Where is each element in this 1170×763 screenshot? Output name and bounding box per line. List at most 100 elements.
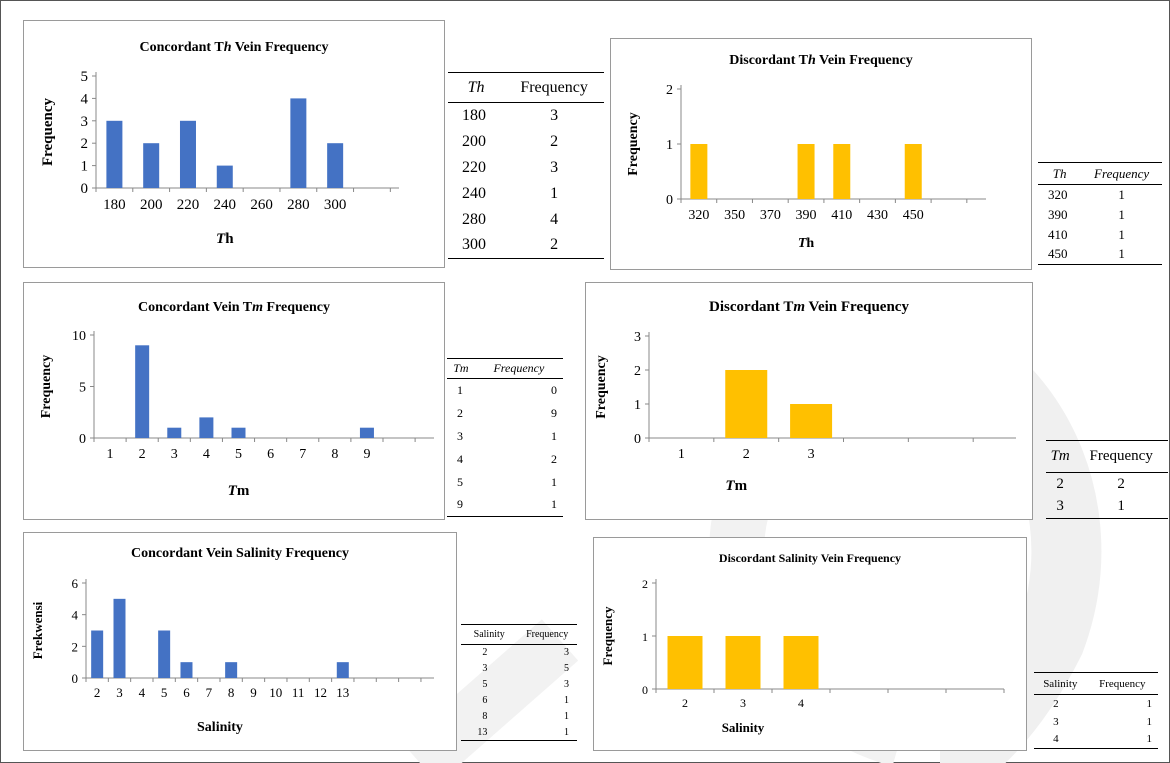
table-row: 220 3 — [448, 155, 604, 181]
table-header-cell: Tm — [447, 358, 475, 379]
y-tick-label: 0 — [79, 432, 86, 447]
table-cell: 1 — [1118, 186, 1125, 202]
x-tick-label: 280 — [287, 197, 310, 213]
bar — [113, 598, 126, 678]
bar — [783, 636, 819, 689]
x-tick-label: 8 — [331, 447, 338, 462]
y-tick-label: 6 — [72, 576, 79, 591]
x-tick-label: 2 — [743, 447, 750, 462]
table-cell: 1 — [1118, 226, 1125, 242]
table-cell: 2 — [1056, 475, 1064, 492]
x-tick-label: 9 — [250, 685, 257, 700]
table-row: 300 2 — [448, 233, 604, 259]
x-tick-label: 9 — [363, 447, 370, 462]
bar — [359, 427, 374, 438]
x-axis-label: Salinity — [197, 720, 243, 735]
bar — [180, 662, 193, 678]
bar — [106, 120, 123, 188]
table-row: 450 1 — [1038, 245, 1162, 265]
x-tick-label: 2 — [682, 696, 688, 710]
y-tick-label: 2 — [634, 364, 641, 379]
y-tick-label: 1 — [634, 398, 641, 413]
table-cell: 300 — [462, 236, 486, 254]
x-axis-label: Tm — [228, 483, 250, 499]
table-cell: 3 — [457, 428, 463, 443]
x-tick-label: 3 — [171, 447, 178, 462]
table-cell: 5 — [564, 663, 569, 674]
bar — [216, 165, 233, 188]
x-tick-label: 4 — [203, 447, 210, 462]
y-axis-label: Frequency — [626, 112, 641, 176]
table-discordant-salinity: Salinity Frequency 2 1 3 1 4 1 — [1034, 672, 1158, 749]
x-tick-label: 3 — [116, 685, 123, 700]
table-cell: 2 — [1117, 475, 1125, 492]
table-row: 240 1 — [448, 181, 604, 207]
x-tick-label: 370 — [760, 208, 781, 223]
x-tick-label: 200 — [140, 197, 163, 213]
table-header-cell: Th — [1038, 162, 1082, 185]
table-cell: 390 — [1048, 206, 1068, 222]
bar — [158, 630, 171, 678]
bar — [179, 120, 196, 188]
table-cell: 4 — [550, 210, 559, 228]
table-cell: 280 — [462, 210, 486, 228]
y-tick-label: 2 — [81, 136, 89, 152]
x-tick-label: 300 — [324, 197, 347, 213]
x-tick-label: 180 — [103, 197, 126, 213]
table-cell: 1 — [551, 428, 557, 443]
y-axis-label: Frequency — [40, 97, 56, 166]
x-tick-label: 12 — [314, 685, 327, 700]
y-tick-label: 3 — [634, 330, 641, 345]
table-cell: 1 — [550, 184, 559, 202]
x-axis-label: Th — [798, 236, 815, 251]
table-cell: 1 — [1117, 498, 1125, 515]
x-tick-label: 7 — [299, 447, 306, 462]
table-cell: 0 — [551, 382, 557, 397]
table-header-cell: Salinity — [1034, 672, 1087, 695]
table-row: 280 4 — [448, 207, 604, 233]
y-axis-label: Frequency — [600, 606, 615, 665]
table-cell: 240 — [462, 184, 486, 202]
table-cell: 8 — [482, 711, 488, 722]
chart-discordant-tm: Discordant Tm Vein Frequency Frequency Tm 0… — [585, 282, 1033, 520]
x-tick-label: 8 — [228, 685, 235, 700]
bar — [225, 662, 238, 678]
x-tick-label: 11 — [292, 685, 305, 700]
table-cell: 3 — [550, 106, 559, 124]
table-cell: 450 — [1048, 246, 1068, 262]
bar — [167, 427, 182, 438]
x-tick-label: 430 — [867, 208, 888, 223]
x-tick-label: 220 — [177, 197, 200, 213]
y-axis-label: Frekwensi — [30, 601, 45, 659]
y-tick-label: 1 — [642, 630, 648, 644]
bar — [904, 144, 922, 199]
table-concordant-tm: Tm Frequency 1 0 2 9 3 1 4 2 5 1 9 1 — [447, 358, 563, 517]
chart-title: Discordant Tm Vein Frequency — [709, 299, 909, 315]
x-tick-label: 240 — [214, 197, 237, 213]
bar — [231, 427, 246, 438]
x-axis-label: Tm — [725, 478, 747, 494]
table-cell: 2 — [457, 405, 463, 420]
y-tick-label: 0 — [81, 181, 89, 197]
bar — [833, 144, 851, 199]
x-tick-label: 4 — [798, 696, 804, 710]
x-tick-label: 5 — [161, 685, 168, 700]
table-cell: 1 — [551, 497, 557, 512]
table-header-cell: Frequency — [504, 72, 604, 103]
bar — [797, 144, 815, 199]
y-tick-label: 10 — [72, 329, 86, 344]
y-tick-label: 3 — [81, 114, 89, 130]
table-cell: 6 — [482, 695, 488, 706]
x-tick-label: 3 — [740, 696, 746, 710]
bar — [327, 143, 344, 188]
y-tick-label: 1 — [81, 159, 89, 175]
table-cell: 3 — [564, 647, 569, 659]
x-tick-label: 7 — [206, 685, 213, 700]
chart-concordant-tm: Concordant Vein Tm Frequency Frequency Tm 0… — [23, 282, 445, 520]
bar — [143, 143, 160, 188]
y-tick-label: 4 — [81, 91, 89, 107]
